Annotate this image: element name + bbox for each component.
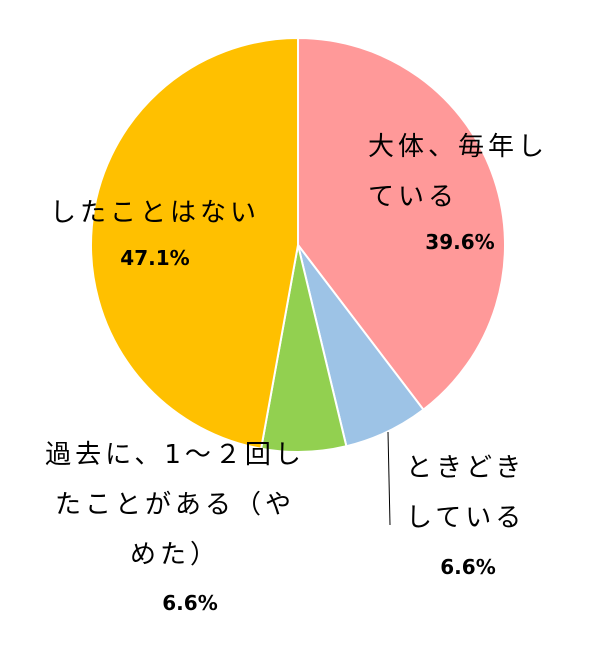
- value-label: 6.6%: [162, 591, 218, 615]
- slice-label: ときどきしている: [406, 453, 526, 533]
- slice-label: 過去に、1～２回したことがある（やめた）: [45, 440, 305, 570]
- value-label: 39.6%: [425, 230, 495, 254]
- slice-label: したことはない: [49, 198, 260, 228]
- leader-line: [387, 431, 391, 526]
- value-label: 47.1%: [120, 246, 190, 270]
- value-label: 6.6%: [440, 555, 496, 579]
- slice-label: 大体、毎年している: [368, 132, 549, 212]
- pie-slice: [297, 36, 506, 412]
- pie-slice: [90, 36, 299, 450]
